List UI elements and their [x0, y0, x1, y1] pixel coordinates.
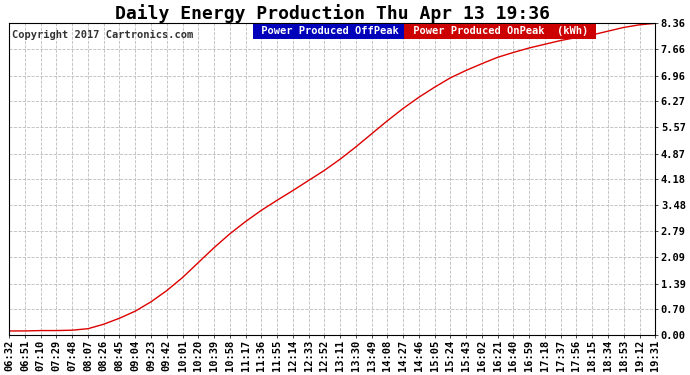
Text: Copyright 2017 Cartronics.com: Copyright 2017 Cartronics.com: [12, 30, 194, 40]
Text: Power Produced OffPeak  (kWh): Power Produced OffPeak (kWh): [255, 27, 448, 36]
Title: Daily Energy Production Thu Apr 13 19:36: Daily Energy Production Thu Apr 13 19:36: [115, 4, 550, 23]
Text: Power Produced OnPeak  (kWh): Power Produced OnPeak (kWh): [406, 27, 594, 36]
